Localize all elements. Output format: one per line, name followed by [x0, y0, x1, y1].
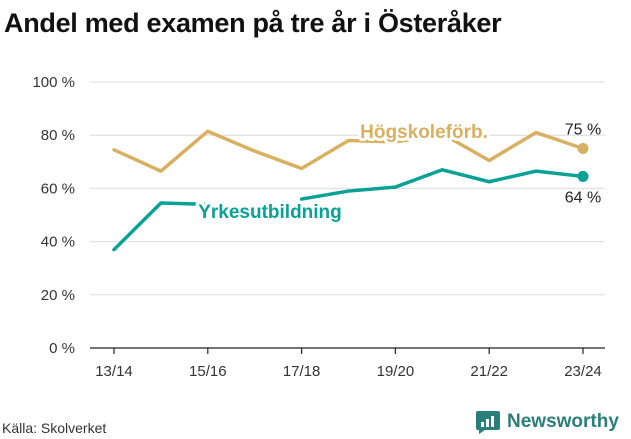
- y-tick-label: 0 %: [49, 340, 75, 357]
- x-tick-label: 23/24: [564, 363, 602, 380]
- series-line-hogskoleforb: [112, 129, 585, 173]
- series-end-point: [577, 143, 589, 154]
- series-end-point: [577, 170, 589, 182]
- brand-name: Newsworthy: [507, 411, 619, 432]
- series-name-label: Yrkesutbildning: [198, 202, 342, 223]
- series-end-label: 75 %: [565, 122, 601, 139]
- y-axis-ticks: 0 % 20 % 40 % 60 % 80 % 100 %: [32, 74, 75, 357]
- newsworthy-logo-icon: [476, 411, 500, 434]
- x-tick-label: 13/14: [95, 363, 133, 380]
- x-tick-label: 21/22: [470, 363, 508, 380]
- newsworthy-logo: Newsworthy: [475, 409, 619, 435]
- series-end-label: 64 %: [565, 189, 601, 206]
- x-tick-label: 17/18: [283, 363, 321, 380]
- series-lines: [112, 129, 589, 252]
- series-line-yrkesutbildning: [299, 168, 585, 201]
- x-tick-label: 19/20: [377, 363, 415, 380]
- series-line-yrkesutbildning: [112, 201, 210, 252]
- y-tick-label: 80 %: [41, 127, 75, 144]
- grid-lines: [90, 81, 605, 296]
- series-labels: 75 % 64 % Högskoleförb. Yrkesutbildning: [195, 119, 601, 226]
- line-chart: 0 % 20 % 40 % 60 % 80 % 100 % 13/14 15/16 17/18…: [32, 74, 605, 380]
- y-tick-label: 20 %: [41, 287, 75, 304]
- series-name-label: Högskoleförb.: [360, 122, 488, 143]
- source-note: Källa: Skolverket: [2, 420, 107, 436]
- x-tick-label: 15/16: [189, 363, 227, 380]
- x-axis: 13/14 15/16 17/18 19/20 21/22 23/24: [90, 347, 605, 380]
- chart-title: Andel med examen på tre år i Österåker: [4, 8, 502, 38]
- y-tick-label: 100 %: [32, 74, 75, 91]
- y-tick-label: 40 %: [41, 234, 75, 251]
- y-tick-label: 60 %: [41, 180, 75, 197]
